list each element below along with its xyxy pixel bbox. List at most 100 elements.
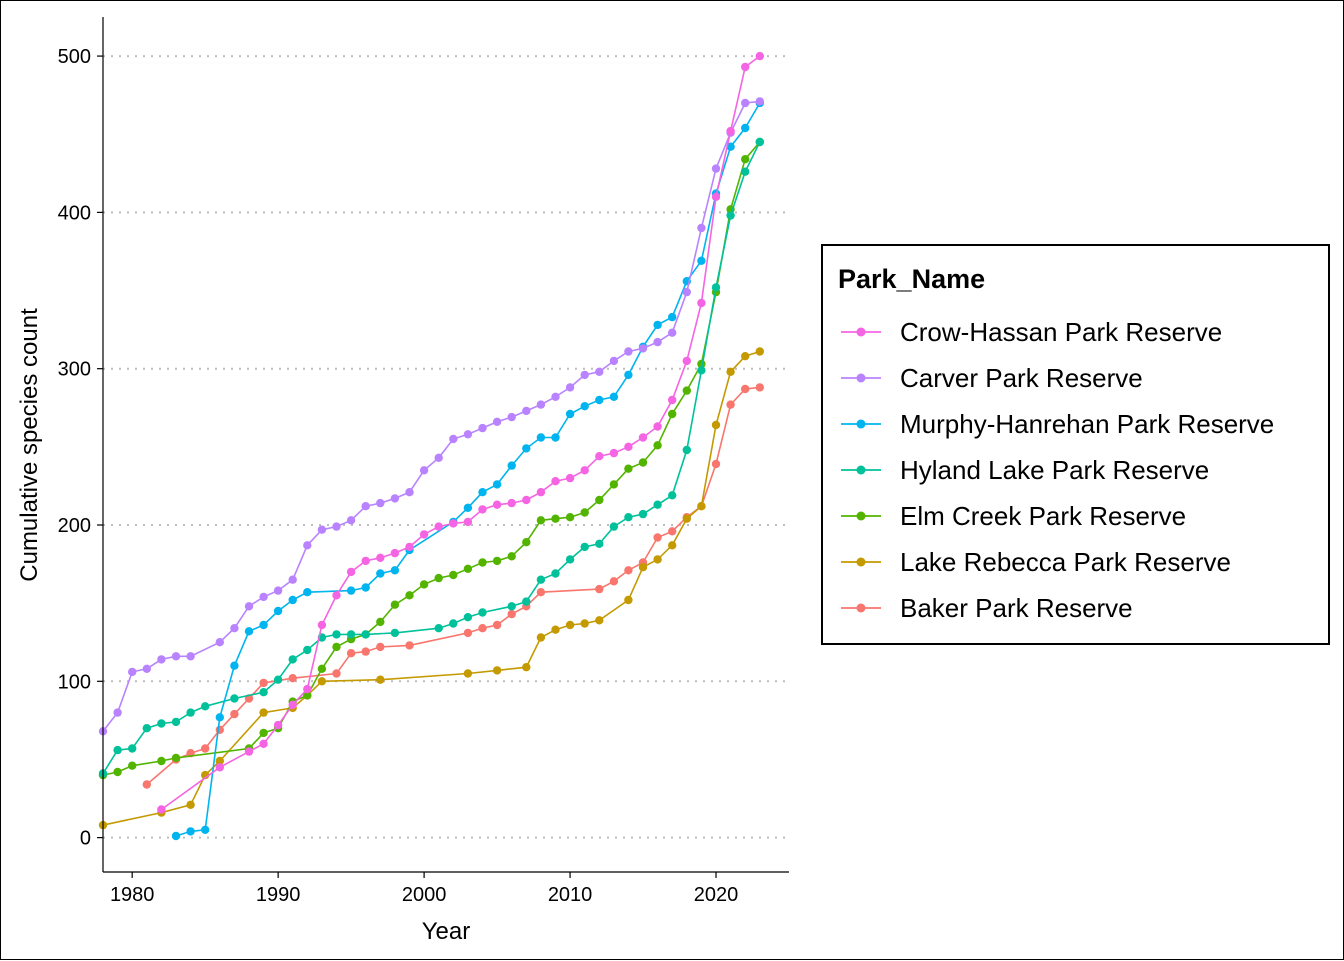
series-line: [102, 141, 761, 774]
data-point: [332, 522, 341, 531]
data-point: [463, 628, 473, 638]
data-point: [478, 624, 487, 633]
data-point: [507, 609, 516, 619]
data-point: [668, 395, 677, 405]
data-point: [288, 700, 297, 709]
data-point: [478, 423, 487, 433]
data-point: [113, 767, 122, 777]
data-point: [682, 445, 691, 455]
data-point: [303, 588, 312, 597]
data-point: [697, 298, 706, 308]
data-point: [507, 461, 516, 470]
data-point: [726, 400, 735, 409]
data-point: [551, 514, 560, 523]
data-point: [711, 192, 721, 201]
series-line: [160, 55, 761, 811]
data-point: [244, 747, 254, 756]
y-tick-label: 400: [58, 202, 91, 224]
data-point: [638, 458, 648, 467]
data-point: [230, 624, 239, 633]
y-tick-label: 500: [58, 46, 91, 68]
x-axis-title: Year: [422, 918, 471, 945]
data-point: [288, 575, 297, 584]
data-point: [288, 655, 297, 664]
data-point: [595, 616, 604, 625]
data-point: [507, 602, 516, 611]
y-axis-title: Cumulative species count: [16, 308, 43, 582]
legend-label: Hyland Lake Park Reserve: [900, 455, 1209, 485]
series-elm-creek-park-reserve: [98, 137, 764, 780]
data-point: [507, 498, 516, 508]
data-point: [405, 542, 414, 552]
data-point: [492, 480, 502, 489]
data-point: [171, 717, 181, 727]
data-point: [346, 649, 356, 658]
data-point: [726, 211, 735, 220]
legend: Park_Name Crow-Hassan Park Reserve Carver…: [821, 244, 1330, 645]
data-point: [638, 433, 648, 442]
data-point: [741, 62, 750, 72]
data-point: [361, 502, 370, 511]
data-point: [653, 533, 662, 542]
data-point: [317, 620, 327, 630]
x-ticks: 1980 1990 2000 2010 2020: [110, 872, 738, 906]
data-point: [741, 155, 750, 164]
data-point: [346, 586, 356, 595]
data-point: [215, 713, 224, 722]
data-point: [273, 720, 283, 730]
series-murphy-hanrehan-park-reserve: [171, 98, 764, 841]
legend-label: Elm Creek Park Reserve: [900, 501, 1186, 531]
data-point: [215, 756, 224, 766]
data-point: [653, 320, 662, 330]
data-point: [128, 667, 137, 677]
y-ticks: 0 100 200 300 400 500: [58, 46, 103, 850]
data-point: [522, 538, 531, 547]
data-point: [390, 566, 400, 575]
data-point: [449, 619, 458, 628]
data-point: [653, 555, 662, 564]
legend-label: Carver Park Reserve: [900, 363, 1143, 393]
data-point: [536, 588, 546, 597]
data-point: [507, 412, 516, 422]
data-point: [376, 553, 385, 562]
data-point: [551, 569, 560, 578]
data-point: [697, 502, 706, 511]
data-point: [434, 573, 443, 583]
data-point: [580, 402, 589, 411]
data-point: [288, 595, 297, 605]
x-tick-label: 1980: [110, 884, 155, 906]
data-point: [317, 677, 327, 686]
data-point: [668, 491, 677, 500]
x-tick-label: 2000: [402, 884, 447, 906]
data-point: [419, 580, 429, 589]
data-point: [390, 548, 400, 558]
data-point: [303, 691, 312, 700]
legend-key-point: [856, 327, 866, 337]
data-point: [755, 137, 764, 147]
data-point: [419, 466, 429, 475]
data-point: [492, 620, 502, 630]
data-point: [551, 625, 560, 634]
data-point: [522, 406, 531, 416]
legend-item: Elm Creek Park Reserve: [841, 501, 1186, 531]
data-point: [346, 516, 356, 525]
data-point: [361, 647, 370, 656]
data-point: [376, 498, 385, 508]
data-point: [186, 800, 195, 809]
data-point: [171, 753, 181, 763]
series-line: [146, 386, 760, 786]
data-point: [536, 516, 546, 525]
data-point: [273, 675, 283, 684]
data-point: [609, 448, 619, 458]
data-point: [755, 347, 764, 356]
data-point: [113, 745, 122, 755]
legend-item: Baker Park Reserve: [841, 593, 1133, 623]
data-point: [624, 442, 633, 451]
data-point: [142, 780, 151, 789]
x-tick-label: 2010: [548, 884, 593, 906]
data-point: [609, 577, 619, 586]
data-point: [201, 825, 210, 834]
data-point: [741, 352, 750, 361]
data-point: [697, 366, 706, 375]
data-point: [303, 645, 312, 655]
